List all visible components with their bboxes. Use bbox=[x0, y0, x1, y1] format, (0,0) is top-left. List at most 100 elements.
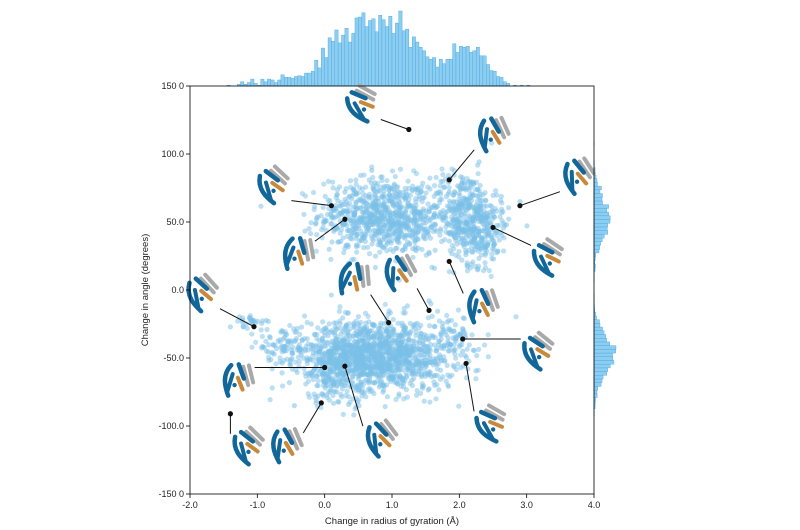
helix bbox=[275, 438, 283, 460]
data-point bbox=[344, 223, 350, 229]
histogram-bar bbox=[502, 81, 507, 87]
histogram-bar bbox=[593, 197, 603, 202]
leader-line bbox=[344, 366, 364, 427]
histogram-bar bbox=[593, 223, 608, 228]
state-marker bbox=[460, 336, 466, 342]
protein-structure-icon bbox=[232, 425, 265, 467]
data-point bbox=[426, 209, 432, 215]
data-point bbox=[346, 394, 352, 400]
data-point bbox=[459, 257, 465, 263]
protein-structure-icon bbox=[477, 115, 511, 154]
helix bbox=[480, 301, 490, 317]
data-point bbox=[332, 343, 338, 350]
data-point bbox=[444, 312, 450, 319]
data-point bbox=[353, 177, 359, 183]
data-point bbox=[453, 222, 460, 228]
data-point bbox=[386, 192, 392, 198]
data-point bbox=[385, 376, 392, 382]
data-point bbox=[289, 344, 295, 350]
data-point bbox=[476, 213, 483, 219]
histogram-bar bbox=[321, 47, 325, 87]
data-point bbox=[426, 298, 432, 304]
helix bbox=[339, 270, 352, 291]
data-point bbox=[390, 316, 396, 323]
data-point bbox=[314, 335, 320, 342]
leader-line bbox=[380, 119, 410, 130]
top-marginal-histogram bbox=[226, 10, 531, 87]
data-point bbox=[382, 403, 388, 410]
data-point bbox=[463, 247, 469, 254]
histogram-bar bbox=[593, 375, 604, 380]
data-point bbox=[380, 387, 387, 393]
data-point bbox=[354, 249, 360, 255]
histogram-bar bbox=[475, 47, 480, 87]
state-marker bbox=[517, 203, 523, 209]
data-point bbox=[441, 343, 447, 349]
histogram-bar bbox=[395, 22, 399, 87]
histogram-bar bbox=[432, 57, 436, 87]
data-point bbox=[350, 373, 356, 379]
data-point bbox=[481, 342, 488, 348]
histogram-bar bbox=[593, 185, 602, 191]
histogram-bar bbox=[593, 393, 598, 398]
data-point bbox=[464, 346, 470, 352]
data-point bbox=[361, 244, 367, 251]
data-point bbox=[438, 228, 444, 234]
data-point bbox=[465, 366, 471, 372]
data-point bbox=[301, 365, 307, 371]
data-point bbox=[412, 321, 418, 327]
data-point bbox=[459, 181, 465, 187]
data-point bbox=[433, 204, 439, 210]
data-point bbox=[475, 367, 481, 373]
data-point bbox=[405, 201, 411, 207]
data-point bbox=[397, 205, 403, 211]
data-point bbox=[363, 394, 369, 400]
data-point bbox=[339, 386, 345, 392]
data-point bbox=[364, 348, 370, 355]
helix bbox=[479, 287, 491, 307]
data-point bbox=[493, 188, 499, 194]
data-point bbox=[319, 336, 325, 342]
data-point bbox=[329, 221, 335, 227]
data-point bbox=[426, 249, 432, 255]
helix-end bbox=[271, 188, 276, 194]
data-point bbox=[401, 323, 407, 329]
data-point bbox=[383, 349, 389, 356]
data-point bbox=[425, 184, 431, 190]
data-point bbox=[413, 392, 420, 398]
data-point bbox=[346, 227, 352, 233]
data-point bbox=[423, 190, 429, 196]
histogram-bar bbox=[452, 43, 457, 87]
data-point bbox=[251, 318, 257, 324]
data-point bbox=[377, 322, 383, 329]
data-point bbox=[355, 382, 361, 388]
data-point bbox=[391, 230, 397, 236]
data-point bbox=[336, 239, 342, 245]
helix-end bbox=[199, 296, 204, 302]
data-point bbox=[348, 220, 354, 226]
data-point bbox=[410, 358, 416, 364]
data-point bbox=[370, 350, 377, 356]
helix bbox=[373, 421, 389, 437]
histogram-bar bbox=[593, 360, 615, 365]
data-point bbox=[296, 348, 302, 354]
data-point bbox=[308, 321, 314, 327]
helix-end bbox=[347, 281, 353, 286]
helix bbox=[284, 245, 296, 267]
helix bbox=[582, 156, 596, 176]
data-point bbox=[327, 198, 333, 204]
data-point bbox=[384, 394, 391, 400]
data-point bbox=[442, 214, 448, 220]
data-point bbox=[434, 228, 440, 234]
helix bbox=[529, 347, 540, 369]
data-point bbox=[462, 211, 468, 217]
data-point bbox=[367, 368, 374, 374]
data-point bbox=[367, 228, 373, 234]
data-point bbox=[494, 222, 500, 228]
data-point bbox=[295, 344, 301, 350]
data-point bbox=[439, 324, 445, 330]
state-marker bbox=[227, 411, 233, 417]
data-point bbox=[401, 217, 408, 223]
helix bbox=[244, 429, 262, 447]
data-point bbox=[316, 356, 322, 363]
